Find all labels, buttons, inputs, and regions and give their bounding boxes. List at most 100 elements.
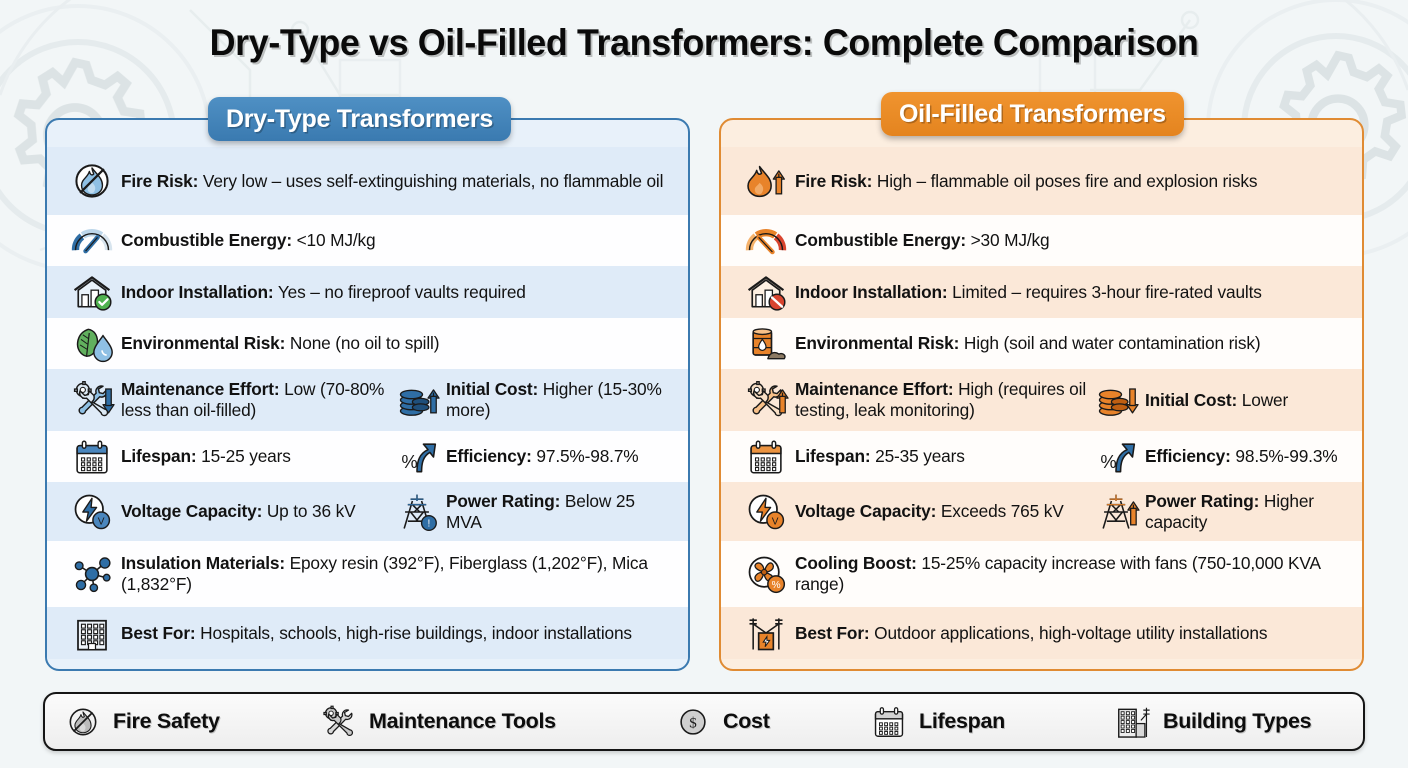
panel-dry-type: Fire Risk: Very low – uses self-extingui… — [45, 118, 690, 671]
feature-label: Fire Risk: — [795, 170, 873, 191]
row-dry-2: Indoor Installation: Yes – no fireproof … — [47, 266, 688, 318]
feature-label: Indoor Installation: — [121, 281, 274, 302]
feature-cell: Combustible Energy: >30 MJ/kg — [737, 219, 1348, 263]
feature-value: Hospitals, schools, high-rise buildings,… — [195, 622, 632, 643]
legend-label: Building Types — [1163, 709, 1312, 733]
feature-value: Limited – requires 3-hour fire-rated vau… — [947, 281, 1262, 302]
feature-label: Lifespan: — [121, 446, 197, 467]
feature-label: Best For: — [121, 622, 196, 643]
svg-text:%: % — [401, 451, 417, 472]
feature-cell: Environmental Risk: High (soil and water… — [737, 322, 1348, 366]
feature-cell: Fire Risk: High – flammable oil poses fi… — [737, 159, 1348, 203]
legend-item-1[interactable]: Maintenance Tools — [320, 703, 556, 741]
feature-text: Efficiency: 97.5%-98.7% — [446, 446, 639, 467]
feature-cell: Initial Cost: Lower — [1087, 378, 1348, 422]
rows-dry-type: Fire Risk: Very low – uses self-extingui… — [47, 120, 688, 669]
feature-text: Power Rating: Below 25 MVA — [446, 491, 674, 533]
row-oil-0: Fire Risk: High – flammable oil poses fi… — [721, 147, 1362, 215]
row-oil-8: Best For: Outdoor applications, high-vol… — [721, 607, 1362, 659]
row-dry-8: Best For: Hospitals, schools, high-rise … — [47, 607, 688, 659]
feature-label: Insulation Materials: — [121, 553, 285, 574]
legend-label: Cost — [723, 709, 770, 733]
svg-text:%: % — [772, 580, 781, 591]
feature-text: Initial Cost: Higher (15-30% more) — [446, 379, 674, 421]
feature-text: Combustible Energy: <10 MJ/kg — [121, 230, 376, 251]
legend-item-4[interactable]: Building Types — [1114, 703, 1312, 741]
calendar-icon — [737, 436, 795, 478]
feature-cell: V Voltage Capacity: Up to 36 kV — [63, 490, 388, 534]
coins-down-arrow-icon — [1087, 378, 1145, 422]
oil-barrel-spill-icon — [737, 322, 795, 366]
legend-item-0[interactable]: Fire Safety — [64, 703, 220, 741]
coin-icon: $ — [674, 703, 712, 741]
svg-text:!: ! — [428, 518, 431, 529]
legend-item-2[interactable]: $ Cost — [674, 703, 770, 741]
feature-label: Indoor Installation: — [795, 281, 948, 302]
feature-text: Efficiency: 98.5%-99.3% — [1145, 446, 1338, 467]
feature-cell: Fire Risk: Very low – uses self-extingui… — [63, 159, 674, 203]
substation-icon — [737, 611, 795, 655]
feature-value: High (soil and water contamination risk) — [959, 333, 1261, 354]
feature-label: Voltage Capacity: — [795, 501, 937, 522]
feature-value: 98.5%-99.3% — [1230, 446, 1338, 467]
feature-cell: Indoor Installation: Yes – no fireproof … — [63, 270, 674, 314]
svg-text:$: $ — [689, 715, 697, 731]
feature-value: Very low – uses self-extinguishing mater… — [198, 170, 664, 191]
feature-cell: Insulation Materials: Epoxy resin (392°F… — [63, 552, 674, 596]
indoor-restricted-icon — [737, 270, 795, 314]
feature-cell: V Voltage Capacity: Exceeds 765 kV — [737, 490, 1087, 534]
feature-text: Maintenance Effort: High (requires oil t… — [795, 379, 1087, 421]
voltage-bolt-icon: V — [737, 490, 795, 534]
tools-icon — [320, 703, 358, 741]
no-fire-icon — [63, 159, 121, 203]
feature-value: 25-35 years — [870, 446, 965, 467]
feature-value: <10 MJ/kg — [291, 230, 376, 251]
fan-percent-icon: % — [737, 552, 795, 596]
building-icon — [63, 612, 121, 654]
feature-cell: Indoor Installation: Limited – requires … — [737, 270, 1348, 314]
voltage-bolt-icon: V — [63, 490, 121, 534]
feature-cell: Environmental Risk: None (no oil to spil… — [63, 322, 674, 366]
feature-text: Combustible Energy: >30 MJ/kg — [795, 230, 1050, 251]
feature-text: Indoor Installation: Limited – requires … — [795, 282, 1262, 303]
panel-heading-oil-filled: Oil-Filled Transformers — [881, 92, 1184, 136]
feature-value: Exceeds 765 kV — [936, 501, 1064, 522]
percent-up-arrow-icon: % — [1087, 435, 1145, 479]
svg-text:V: V — [98, 516, 105, 527]
feature-label: Environmental Risk: — [795, 333, 960, 354]
feature-cell: % Cooling Boost: 15-25% capacity increase… — [737, 552, 1348, 596]
feature-text: Voltage Capacity: Exceeds 765 kV — [795, 501, 1064, 522]
feature-label: Combustible Energy: — [121, 230, 292, 251]
feature-value: 97.5%-98.7% — [531, 446, 639, 467]
feature-label: Lifespan: — [795, 446, 871, 467]
feature-text: Initial Cost: Lower — [1145, 390, 1288, 411]
feature-text: Power Rating: Higher capacity — [1145, 491, 1348, 533]
feature-value: Yes – no fireproof vaults required — [273, 281, 526, 302]
feature-value: High – flammable oil poses fire and expl… — [872, 170, 1258, 191]
feature-value: None (no oil to spill) — [285, 333, 440, 354]
feature-cell: % Efficiency: 97.5%-98.7% — [388, 435, 674, 479]
row-dry-5: Lifespan: 15-25 years% Efficiency: 97.5%-… — [47, 431, 688, 482]
gauge-high-icon — [737, 219, 795, 263]
rows-oil-filled: Fire Risk: High – flammable oil poses fi… — [721, 120, 1362, 669]
legend-item-3[interactable]: Lifespan — [870, 703, 1005, 741]
row-dry-1: Combustible Energy: <10 MJ/kg — [47, 215, 688, 266]
row-oil-5: Lifespan: 25-35 years% Efficiency: 98.5%-… — [721, 431, 1362, 482]
row-oil-2: Indoor Installation: Limited – requires … — [721, 266, 1362, 318]
feature-cell: Best For: Outdoor applications, high-vol… — [737, 611, 1348, 655]
legend-bar: Fire Safety Maintenance Tools $ Cost Lifespa… — [43, 692, 1365, 751]
feature-label: Efficiency: — [1145, 446, 1231, 467]
row-oil-6: V Voltage Capacity: Exceeds 765 kV Power R… — [721, 482, 1362, 541]
svg-text:%: % — [1100, 451, 1116, 472]
calendar-icon — [63, 436, 121, 478]
tools-down-arrow-icon — [63, 378, 121, 422]
legend-label: Fire Safety — [113, 709, 220, 733]
coins-up-arrow-icon — [388, 378, 446, 422]
feature-text: Cooling Boost: 15-25% capacity increase … — [795, 553, 1348, 595]
indoor-allowed-icon — [63, 270, 121, 314]
percent-up-arrow-icon: % — [388, 435, 446, 479]
row-oil-4: Maintenance Effort: High (requires oil t… — [721, 369, 1362, 431]
feature-cell: Maintenance Effort: High (requires oil t… — [737, 378, 1087, 422]
feature-cell: Combustible Energy: <10 MJ/kg — [63, 219, 674, 263]
feature-label: Initial Cost: — [1145, 389, 1238, 410]
